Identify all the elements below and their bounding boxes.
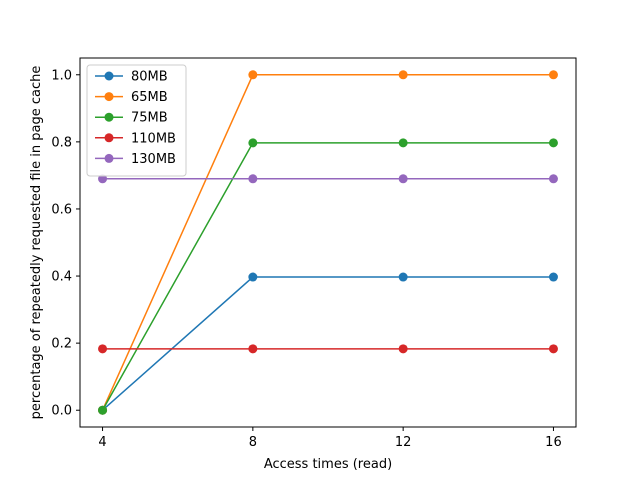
legend-box [86, 64, 187, 177]
plot-frame [79, 57, 577, 428]
legend-marker [104, 71, 114, 81]
data-point [548, 174, 558, 184]
data-point [248, 174, 258, 184]
data-point [398, 70, 408, 80]
data-point [398, 138, 408, 148]
series-line [101, 142, 554, 411]
series-130MB [98, 174, 558, 184]
data-point [548, 138, 558, 148]
x-tick-label: 4 [98, 435, 106, 450]
y-axis: 0.0 0.2 0.4 0.6 0.8 1.0 [51, 68, 80, 419]
data-point [98, 174, 108, 184]
legend-label: 65MB [131, 90, 168, 105]
data-point [398, 174, 408, 184]
data-point [548, 70, 558, 80]
legend-label: 75MB [131, 111, 168, 126]
y-axis-label: percentage of repeatedly requested file … [29, 66, 44, 420]
y-tick-label: 1.0 [51, 68, 72, 83]
x-tick-label: 12 [395, 435, 412, 450]
y-tick-label: 0.6 [51, 202, 72, 217]
series-110MB [98, 344, 558, 354]
data-point [398, 272, 408, 282]
legend-label: 80MB [131, 70, 168, 85]
y-tick-label: 0.2 [51, 337, 72, 352]
x-tick-label: 16 [545, 435, 562, 450]
series-layer [98, 70, 558, 415]
legend-label: 110MB [131, 131, 176, 146]
data-point [398, 344, 408, 354]
y-tick-label: 0.0 [51, 404, 72, 419]
legend: 80MB 65MB 75MB 110MB 130MB [86, 64, 187, 177]
series-line [101, 74, 554, 411]
legend-marker [104, 153, 114, 163]
data-point [98, 405, 108, 415]
series-line [102, 276, 554, 411]
x-axis-label: Access times (read) [264, 457, 392, 472]
legend-marker [104, 133, 114, 143]
legend-marker [104, 112, 114, 122]
data-point [98, 344, 108, 354]
y-tick-label: 0.8 [51, 135, 72, 150]
legend-label: 130MB [131, 152, 176, 167]
x-tick-label: 8 [249, 435, 257, 450]
data-point [548, 272, 558, 282]
data-point [248, 344, 258, 354]
y-tick-label: 0.4 [51, 270, 72, 285]
data-point [548, 344, 558, 354]
data-point [248, 138, 258, 148]
x-axis: 4 8 12 16 [98, 427, 562, 450]
data-point [248, 70, 258, 80]
data-point [248, 272, 258, 282]
legend-marker [104, 92, 114, 102]
series-75MB [98, 138, 558, 415]
